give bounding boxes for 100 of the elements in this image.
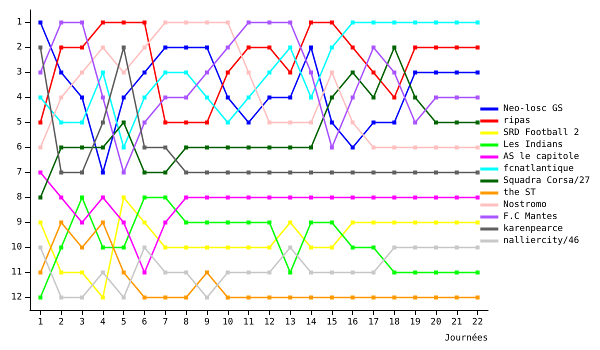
point <box>392 120 396 124</box>
point <box>413 170 418 174</box>
point <box>246 120 251 124</box>
x-tick-label: 7 <box>162 318 168 328</box>
y-tick-label: 6 <box>16 142 22 152</box>
x-tick-label: 6 <box>142 318 148 328</box>
point <box>80 270 84 274</box>
point <box>288 170 292 174</box>
point <box>80 170 84 174</box>
point <box>413 270 418 274</box>
point <box>122 46 126 50</box>
point <box>267 120 272 124</box>
point <box>309 170 314 174</box>
point <box>372 296 376 300</box>
point <box>122 270 126 274</box>
point <box>476 246 480 250</box>
point <box>476 20 480 24</box>
point <box>122 96 126 100</box>
point <box>288 220 292 224</box>
point <box>80 70 84 74</box>
point <box>392 70 396 74</box>
point <box>267 70 272 74</box>
point <box>350 20 355 24</box>
point <box>246 270 251 274</box>
point <box>184 96 188 100</box>
point <box>267 196 272 200</box>
point <box>392 246 396 250</box>
point <box>392 146 396 150</box>
point <box>392 270 396 274</box>
point <box>267 296 272 300</box>
point <box>434 96 438 100</box>
point <box>122 170 126 174</box>
point <box>80 96 84 100</box>
x-tick-label: 19 <box>410 318 421 328</box>
x-tick-label: 4 <box>100 318 106 328</box>
point <box>142 170 146 174</box>
point <box>434 170 438 174</box>
x-axis-title: Journées <box>444 332 488 344</box>
x-tick-label: 8 <box>183 318 189 328</box>
point <box>454 96 459 100</box>
point <box>59 246 64 250</box>
point <box>350 146 355 150</box>
point <box>350 196 355 200</box>
legend-label: Les Indians <box>503 140 563 150</box>
point <box>38 296 42 300</box>
point <box>142 70 146 74</box>
point <box>163 296 168 300</box>
point <box>100 170 105 174</box>
legend-label: nalliercity/46 <box>503 236 580 246</box>
point <box>372 20 376 24</box>
point <box>330 146 334 150</box>
point <box>288 146 292 150</box>
point <box>163 20 168 24</box>
point <box>372 220 376 224</box>
point <box>434 70 438 74</box>
point <box>38 270 42 274</box>
point <box>350 220 355 224</box>
point <box>413 220 418 224</box>
point <box>163 246 168 250</box>
point <box>184 146 188 150</box>
point <box>204 96 209 100</box>
legend-label: Nostromo <box>503 200 547 210</box>
point <box>204 170 209 174</box>
point <box>184 220 188 224</box>
point <box>184 296 188 300</box>
point <box>59 46 64 50</box>
point <box>413 196 418 200</box>
point <box>434 220 438 224</box>
point <box>454 20 459 24</box>
point <box>204 20 209 24</box>
point <box>184 20 188 24</box>
point <box>246 246 251 250</box>
point <box>330 246 334 250</box>
point <box>392 46 396 50</box>
x-tick-label: 12 <box>264 318 275 328</box>
point <box>309 146 314 150</box>
x-tick-label: 20 <box>430 318 442 328</box>
point <box>434 146 438 150</box>
point <box>226 170 230 174</box>
legend-label: F.C Mantes <box>503 212 558 222</box>
point <box>267 146 272 150</box>
point <box>413 46 418 50</box>
point <box>330 46 334 50</box>
y-tick-label: 12 <box>11 292 22 302</box>
point <box>476 146 480 150</box>
point <box>267 270 272 274</box>
point <box>204 196 209 200</box>
point <box>372 170 376 174</box>
point <box>476 220 480 224</box>
point <box>100 46 105 50</box>
point <box>267 170 272 174</box>
point <box>163 220 168 224</box>
point <box>350 70 355 74</box>
point <box>434 196 438 200</box>
point <box>288 20 292 24</box>
point <box>309 20 314 24</box>
point <box>246 20 251 24</box>
point <box>330 296 334 300</box>
point <box>204 120 209 124</box>
x-tick-label: 18 <box>388 318 400 328</box>
